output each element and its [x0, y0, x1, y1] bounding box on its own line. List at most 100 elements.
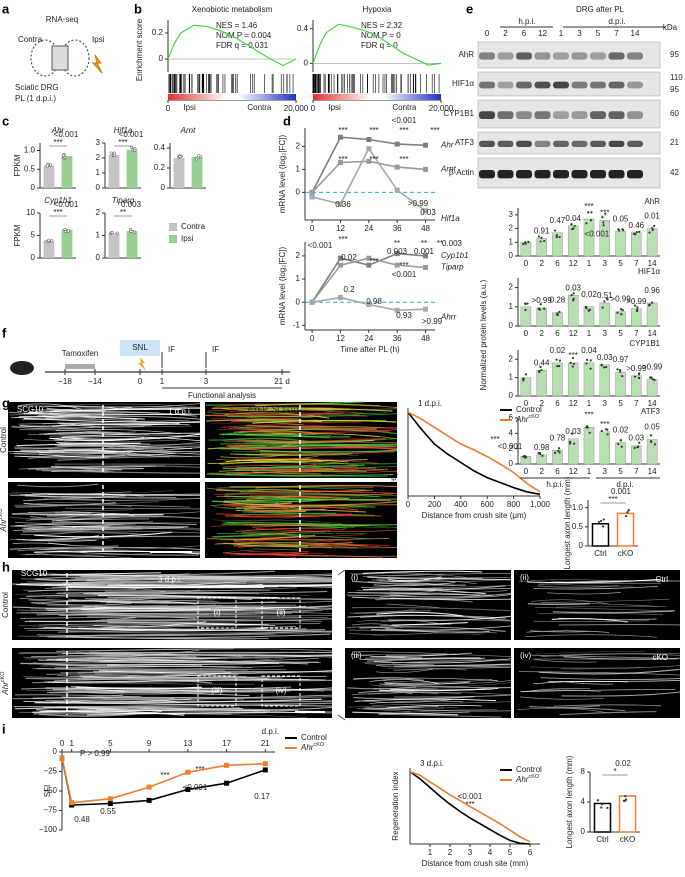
dot — [64, 229, 68, 234]
band — [608, 81, 625, 89]
point — [337, 295, 343, 301]
axon — [65, 507, 201, 510]
annotation: 0.2 — [343, 285, 355, 294]
y-tick-label: 0.5 — [24, 164, 36, 173]
x-tick-label: 12 — [569, 259, 578, 268]
annotation: 0.96 — [644, 286, 660, 295]
dot — [602, 525, 605, 528]
bar — [615, 442, 626, 465]
annotation: 0.93 — [396, 311, 412, 320]
stat: NOM P = 0.004 — [216, 31, 272, 40]
dot — [556, 312, 559, 315]
series-line — [407, 411, 541, 496]
superscript: cKO — [0, 671, 6, 682]
x-tick-label: 24 — [364, 334, 373, 343]
annotation: 0.03 — [565, 427, 581, 436]
annotation: *** — [338, 126, 347, 135]
annotation: *** — [195, 765, 204, 774]
dot — [553, 229, 557, 232]
label: eYFP — [248, 405, 268, 414]
dot — [571, 227, 574, 231]
point — [185, 786, 191, 792]
axon — [239, 488, 303, 493]
x-tick-label: 5 — [108, 739, 113, 748]
x-tick-label: 13 — [183, 739, 192, 748]
axon — [362, 658, 502, 664]
drg-outline — [60, 39, 90, 77]
dot — [573, 224, 576, 228]
annotation: 0.91 — [534, 226, 550, 235]
dot — [617, 228, 620, 231]
axon — [220, 453, 288, 459]
dot — [539, 240, 542, 243]
annotation: ** — [437, 239, 443, 248]
axon — [47, 679, 309, 683]
dot — [524, 456, 528, 459]
x-tick-label: 800 — [507, 500, 521, 509]
axon — [369, 700, 464, 704]
label: Functional analysis — [188, 391, 256, 400]
annotation: >0.99 — [610, 295, 631, 304]
dot — [540, 236, 543, 239]
dot — [522, 455, 525, 458]
y-tick-label: 0 — [509, 391, 514, 400]
annotation: 0.46 — [629, 221, 645, 230]
bar — [567, 225, 579, 257]
dot — [555, 235, 558, 239]
axon — [235, 505, 303, 510]
axon — [56, 659, 309, 665]
series-label: Hif1a — [441, 214, 460, 223]
x-tick-label: 0 — [60, 739, 65, 748]
axon — [213, 403, 279, 408]
panel-label: b — [134, 1, 142, 16]
x-tick-label: 1 — [428, 848, 433, 857]
annotation: ** — [394, 239, 400, 248]
dot — [648, 376, 652, 379]
x-tick-label: 2 — [539, 259, 544, 268]
axon — [63, 438, 160, 442]
dot — [621, 228, 624, 231]
axon — [19, 651, 144, 655]
series-line — [312, 23, 442, 66]
dot — [585, 222, 588, 225]
y-tick-label: 0 — [509, 459, 514, 468]
legend-label: Contra — [181, 222, 206, 231]
axon — [17, 509, 134, 514]
annotation: 0.05 — [644, 423, 660, 432]
bar — [108, 155, 120, 188]
axon — [70, 578, 319, 581]
dot — [539, 365, 542, 369]
label: Contra — [18, 35, 43, 44]
annotation: *** — [430, 126, 439, 135]
axon — [48, 542, 119, 547]
axon — [9, 547, 114, 550]
point — [366, 262, 372, 268]
annotation: 0.04 — [581, 346, 597, 355]
axon — [38, 659, 319, 664]
axon — [20, 450, 201, 455]
y-tick-label: −100 — [39, 825, 58, 834]
y-tick-label: 1 — [96, 231, 101, 240]
dot — [637, 373, 640, 376]
bar — [126, 149, 138, 188]
bar — [583, 427, 595, 465]
axon — [541, 602, 658, 607]
band — [516, 111, 532, 120]
x-tick-label: 2 — [448, 848, 453, 857]
x-tick-label: 12 — [569, 329, 578, 338]
axon — [221, 408, 305, 412]
annotation: *** — [608, 495, 617, 504]
axon — [360, 657, 482, 661]
y-axis-label: SFI — [43, 785, 52, 797]
annotation: <0.001 — [392, 270, 417, 279]
y-tick-label: 2 — [509, 224, 514, 233]
axon — [217, 487, 366, 491]
axon — [16, 584, 264, 589]
annotation: <0.001 — [585, 230, 610, 239]
dot — [569, 442, 572, 445]
axon — [219, 460, 312, 464]
bar — [591, 523, 610, 547]
axon — [363, 699, 451, 703]
axon — [369, 679, 440, 685]
